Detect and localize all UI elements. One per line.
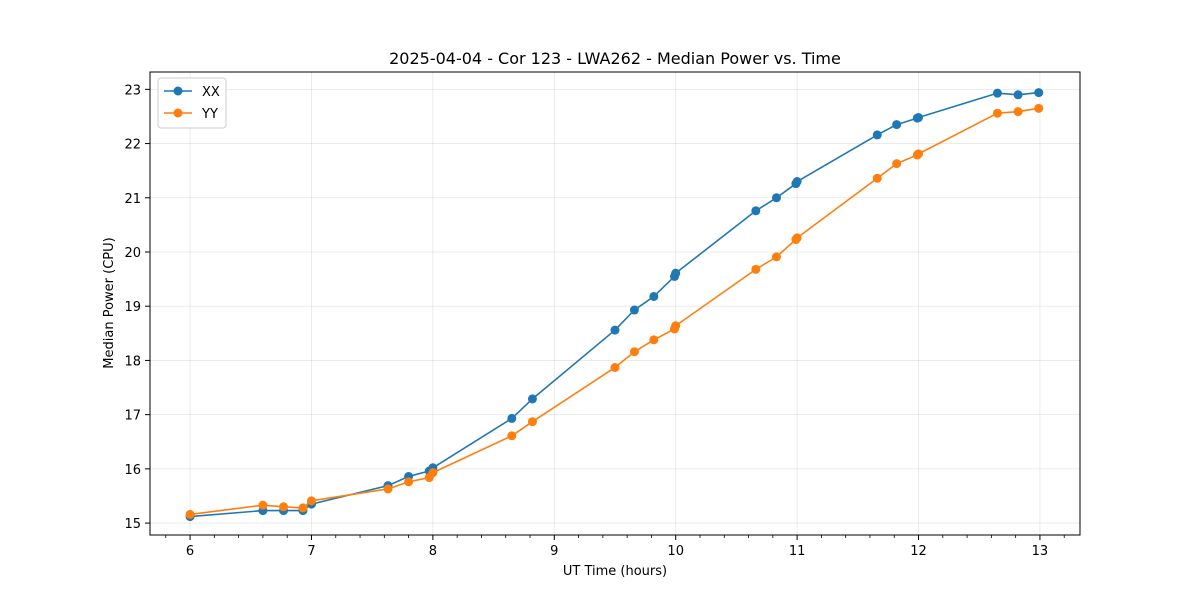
- data-point-xx: [649, 291, 659, 301]
- grid: [150, 72, 1080, 535]
- data-point-xx: [751, 206, 761, 216]
- x-tick-label: 7: [307, 544, 315, 559]
- data-point-yy: [992, 108, 1002, 118]
- legend-marker-yy: [173, 108, 183, 118]
- x-tick-label: 8: [429, 544, 437, 559]
- x-tick-label: 11: [789, 544, 806, 559]
- data-point-yy: [428, 468, 438, 478]
- chart-title: 2025-04-04 - Cor 123 - LWA262 - Median P…: [389, 49, 841, 68]
- data-point-yy: [610, 362, 620, 372]
- data-point-xx: [914, 113, 924, 123]
- data-point-xx: [892, 120, 902, 130]
- data-point-yy: [185, 509, 195, 519]
- data-point-xx: [792, 177, 802, 187]
- y-tick-label: 21: [124, 192, 141, 207]
- axis-ticks: 6 7 8 9 10 11 12 13 15 16 17 18 19 20 21 22 23: [124, 83, 1065, 559]
- data-point-yy: [671, 321, 681, 331]
- x-tick-label: 13: [1032, 544, 1049, 559]
- data-point-xx: [671, 268, 681, 278]
- data-point-yy: [872, 173, 882, 183]
- data-point-xx: [610, 325, 620, 335]
- data-point-yy: [914, 149, 924, 159]
- data-point-yy: [507, 431, 517, 441]
- series-layer: [185, 88, 1044, 522]
- data-point-xx: [527, 394, 537, 404]
- y-tick-label: 15: [124, 517, 141, 532]
- legend-label-xx: XX: [202, 85, 220, 100]
- data-point-yy: [383, 484, 393, 494]
- y-axis-label: Median Power (CPU): [102, 237, 117, 368]
- plot-frame: [149, 71, 1081, 536]
- data-point-xx: [507, 413, 517, 423]
- data-point-yy: [527, 417, 537, 427]
- data-point-yy: [258, 500, 268, 510]
- legend: XX YY: [157, 77, 227, 129]
- x-tick-label: 12: [910, 544, 927, 559]
- data-point-xx: [872, 130, 882, 140]
- plot-area: [150, 72, 1080, 535]
- data-point-yy: [279, 502, 289, 512]
- data-point-yy: [792, 233, 802, 243]
- data-point-yy: [649, 335, 659, 345]
- y-tick-label: 19: [124, 300, 141, 315]
- legend-label-yy: YY: [201, 107, 218, 122]
- data-point-yy: [1013, 107, 1023, 117]
- legend-marker-xx: [173, 86, 183, 96]
- data-point-xx: [1034, 88, 1044, 98]
- data-point-yy: [404, 477, 414, 487]
- data-point-yy: [629, 347, 639, 357]
- data-point-xx: [629, 305, 639, 315]
- data-point-yy: [306, 496, 316, 506]
- data-point-xx: [1013, 90, 1023, 100]
- x-tick-label: 9: [550, 544, 558, 559]
- data-point-xx: [992, 88, 1002, 98]
- data-point-yy: [751, 264, 761, 274]
- y-tick-label: 23: [124, 83, 141, 98]
- y-tick-label: 18: [124, 354, 141, 369]
- y-tick-label: 20: [124, 246, 141, 261]
- data-point-yy: [298, 503, 308, 513]
- x-tick-label: 6: [186, 544, 194, 559]
- x-tick-label: 10: [667, 544, 684, 559]
- y-tick-label: 17: [124, 409, 141, 424]
- y-tick-label: 22: [124, 138, 141, 153]
- x-axis-label: UT Time (hours): [563, 564, 667, 579]
- data-point-yy: [892, 159, 902, 169]
- data-point-xx: [771, 193, 781, 203]
- data-point-yy: [1034, 103, 1044, 113]
- y-tick-label: 16: [124, 463, 141, 478]
- data-point-yy: [771, 252, 781, 262]
